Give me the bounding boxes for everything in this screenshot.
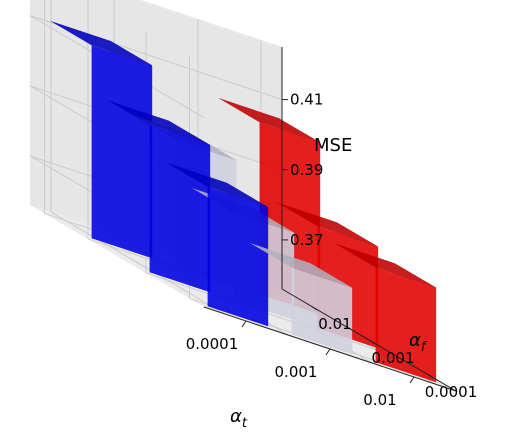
- axis-labels: 0.0001 0.001 0.01 0.0001 0.001 0.01 0.37 0.39 0.…: [186, 91, 478, 431]
- bar-top-face: [165, 162, 269, 208]
- bar-top-face: [107, 100, 211, 145]
- bar-top-face: [49, 20, 153, 66]
- x-tick-mark: [241, 320, 247, 328]
- bars: [49, 20, 437, 383]
- bar-0.01-0.0001: [333, 243, 437, 383]
- bar-top-face: [249, 243, 353, 288]
- y-tick-mark: [368, 339, 376, 345]
- y-tick-mark: [310, 305, 318, 311]
- bar-0.0001-0.01: [49, 20, 153, 259]
- y-tick-label: 0.001: [372, 349, 415, 367]
- x-tick-label: 0.001: [275, 363, 318, 381]
- bar-front-face: [375, 267, 437, 383]
- bar-front-face: [149, 124, 211, 293]
- z-tick-label: 0.39: [290, 161, 323, 179]
- bar-front-face: [207, 186, 269, 327]
- y-axis-title: αf: [409, 330, 428, 355]
- z-tick-label: 0.37: [290, 231, 323, 249]
- y-tick-label: 0.01: [318, 315, 351, 333]
- bar-top-face: [217, 97, 321, 143]
- bar-0.001-0.0001: [249, 243, 353, 355]
- z-axis-title: MSE: [314, 135, 352, 156]
- x-tick-mark: [325, 348, 331, 356]
- bar-front-face: [91, 45, 153, 259]
- x-axis-title: αt: [230, 406, 248, 431]
- z-tick-label: 0.41: [290, 91, 323, 109]
- x-tick-label: 0.0001: [186, 335, 239, 353]
- axis-lines: [203, 47, 457, 392]
- bar-front-face: [291, 267, 353, 355]
- y-tick-mark: [426, 373, 434, 379]
- bar-top-face: [275, 202, 379, 247]
- bar-0.0001-0.001: [107, 100, 211, 293]
- x-tick-mark: [409, 376, 415, 384]
- floor-grid-line-v-1: [145, 272, 399, 358]
- x-tick-label: 0.01: [363, 391, 396, 409]
- floor-grid-line-u-0: [50, 211, 226, 315]
- y-tick-label: 0.0001: [425, 383, 478, 401]
- bar-0.0001-0.0001: [165, 162, 269, 327]
- bar-top-face: [333, 243, 437, 288]
